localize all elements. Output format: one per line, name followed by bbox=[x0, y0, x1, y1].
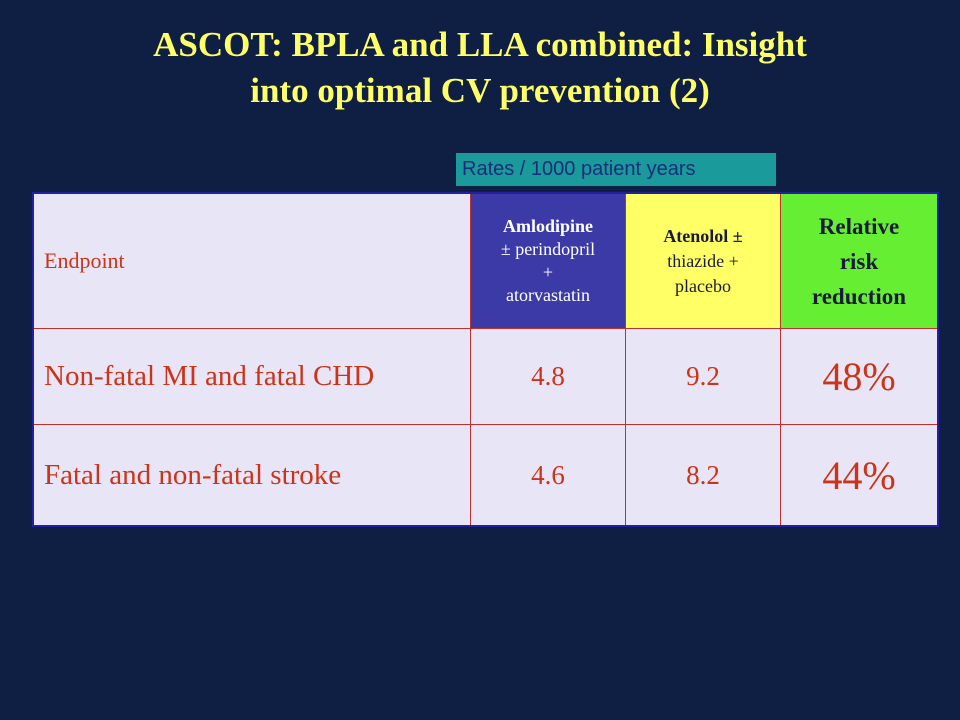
rates-label: Rates / 1000 patient years bbox=[456, 153, 776, 186]
table-row: Fatal and non-fatal stroke 4.6 8.2 44% bbox=[32, 424, 939, 527]
endpoint-cell: Fatal and non-fatal stroke bbox=[32, 424, 471, 527]
table-row: Non-fatal MI and fatal CHD 4.8 9.2 48% bbox=[32, 328, 939, 425]
atenolol-value: 8.2 bbox=[625, 424, 781, 527]
header-amlodipine-line-3: + bbox=[542, 262, 554, 282]
header-rrr-line-3: reduction bbox=[811, 283, 907, 309]
endpoint-cell: Non-fatal MI and fatal CHD bbox=[32, 328, 471, 425]
atenolol-value: 9.2 bbox=[625, 328, 781, 425]
header-endpoint: Endpoint bbox=[32, 192, 471, 329]
header-atenolol: Atenolol ± thiazide + placebo bbox=[625, 192, 781, 329]
title-line-1: ASCOT: BPLA and LLA combined: Insight bbox=[153, 25, 807, 64]
amlodipine-value: 4.6 bbox=[470, 424, 626, 527]
header-atenolol-line-1: Atenolol ± bbox=[663, 225, 743, 246]
header-rrr-line-2: risk bbox=[839, 248, 879, 274]
header-relative-risk-reduction: Relative risk reduction bbox=[780, 192, 939, 329]
results-table: Endpoint Amlodipine ± perindopril + ator… bbox=[32, 192, 939, 527]
header-amlodipine-line-1: Amlodipine bbox=[502, 216, 594, 236]
rrr-value: 48% bbox=[780, 328, 939, 425]
slide-title: ASCOT: BPLA and LLA combined: Insight in… bbox=[0, 22, 960, 114]
header-rrr-line-1: Relative bbox=[818, 213, 900, 239]
header-row: Endpoint Amlodipine ± perindopril + ator… bbox=[32, 192, 939, 329]
header-atenolol-line-2: thiazide + bbox=[667, 250, 739, 271]
header-amlodipine-line-4: atorvastatin bbox=[506, 285, 590, 305]
header-atenolol-line-3: placebo bbox=[675, 275, 731, 296]
title-line-2: into optimal CV prevention (2) bbox=[250, 71, 710, 110]
header-amlodipine: Amlodipine ± perindopril + atorvastatin bbox=[470, 192, 626, 329]
rrr-value: 44% bbox=[780, 424, 939, 527]
header-amlodipine-line-2: ± perindopril bbox=[500, 239, 596, 259]
amlodipine-value: 4.8 bbox=[470, 328, 626, 425]
